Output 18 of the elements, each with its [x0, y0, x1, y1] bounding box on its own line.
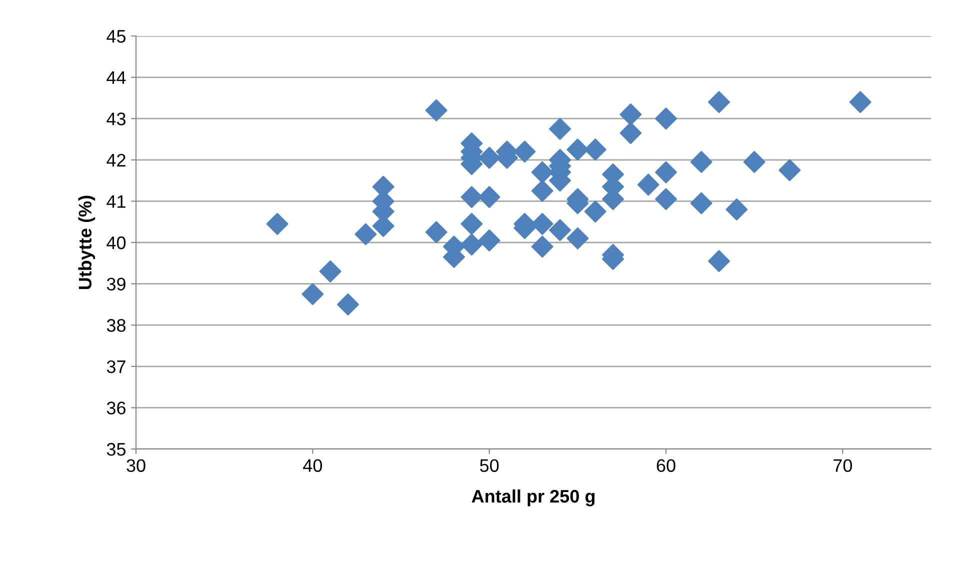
x-axis-title: Antall pr 250 g — [472, 489, 595, 506]
y-axis-title: Utbytte (%) — [78, 196, 96, 290]
y-tick-label: 35 — [106, 442, 126, 456]
x-tick-label: 50 — [480, 459, 499, 472]
y-tick-label: 44 — [106, 71, 126, 84]
y-tick-label: 37 — [106, 360, 126, 374]
y-tick-label: 43 — [106, 112, 126, 126]
y-tick-label: 40 — [106, 236, 126, 250]
x-tick-label: 40 — [303, 459, 322, 472]
y-tick-label: 39 — [106, 278, 126, 291]
y-tick-label: 38 — [106, 319, 126, 332]
x-tick-label: 30 — [126, 459, 146, 472]
y-tick-label: 41 — [106, 195, 126, 208]
x-tick-label: 60 — [656, 459, 676, 472]
x-tick-label: 70 — [834, 459, 852, 472]
y-tick-label: 45 — [106, 30, 126, 43]
y-tick-label: 36 — [106, 402, 126, 414]
y-tick-label: 42 — [106, 154, 126, 166]
